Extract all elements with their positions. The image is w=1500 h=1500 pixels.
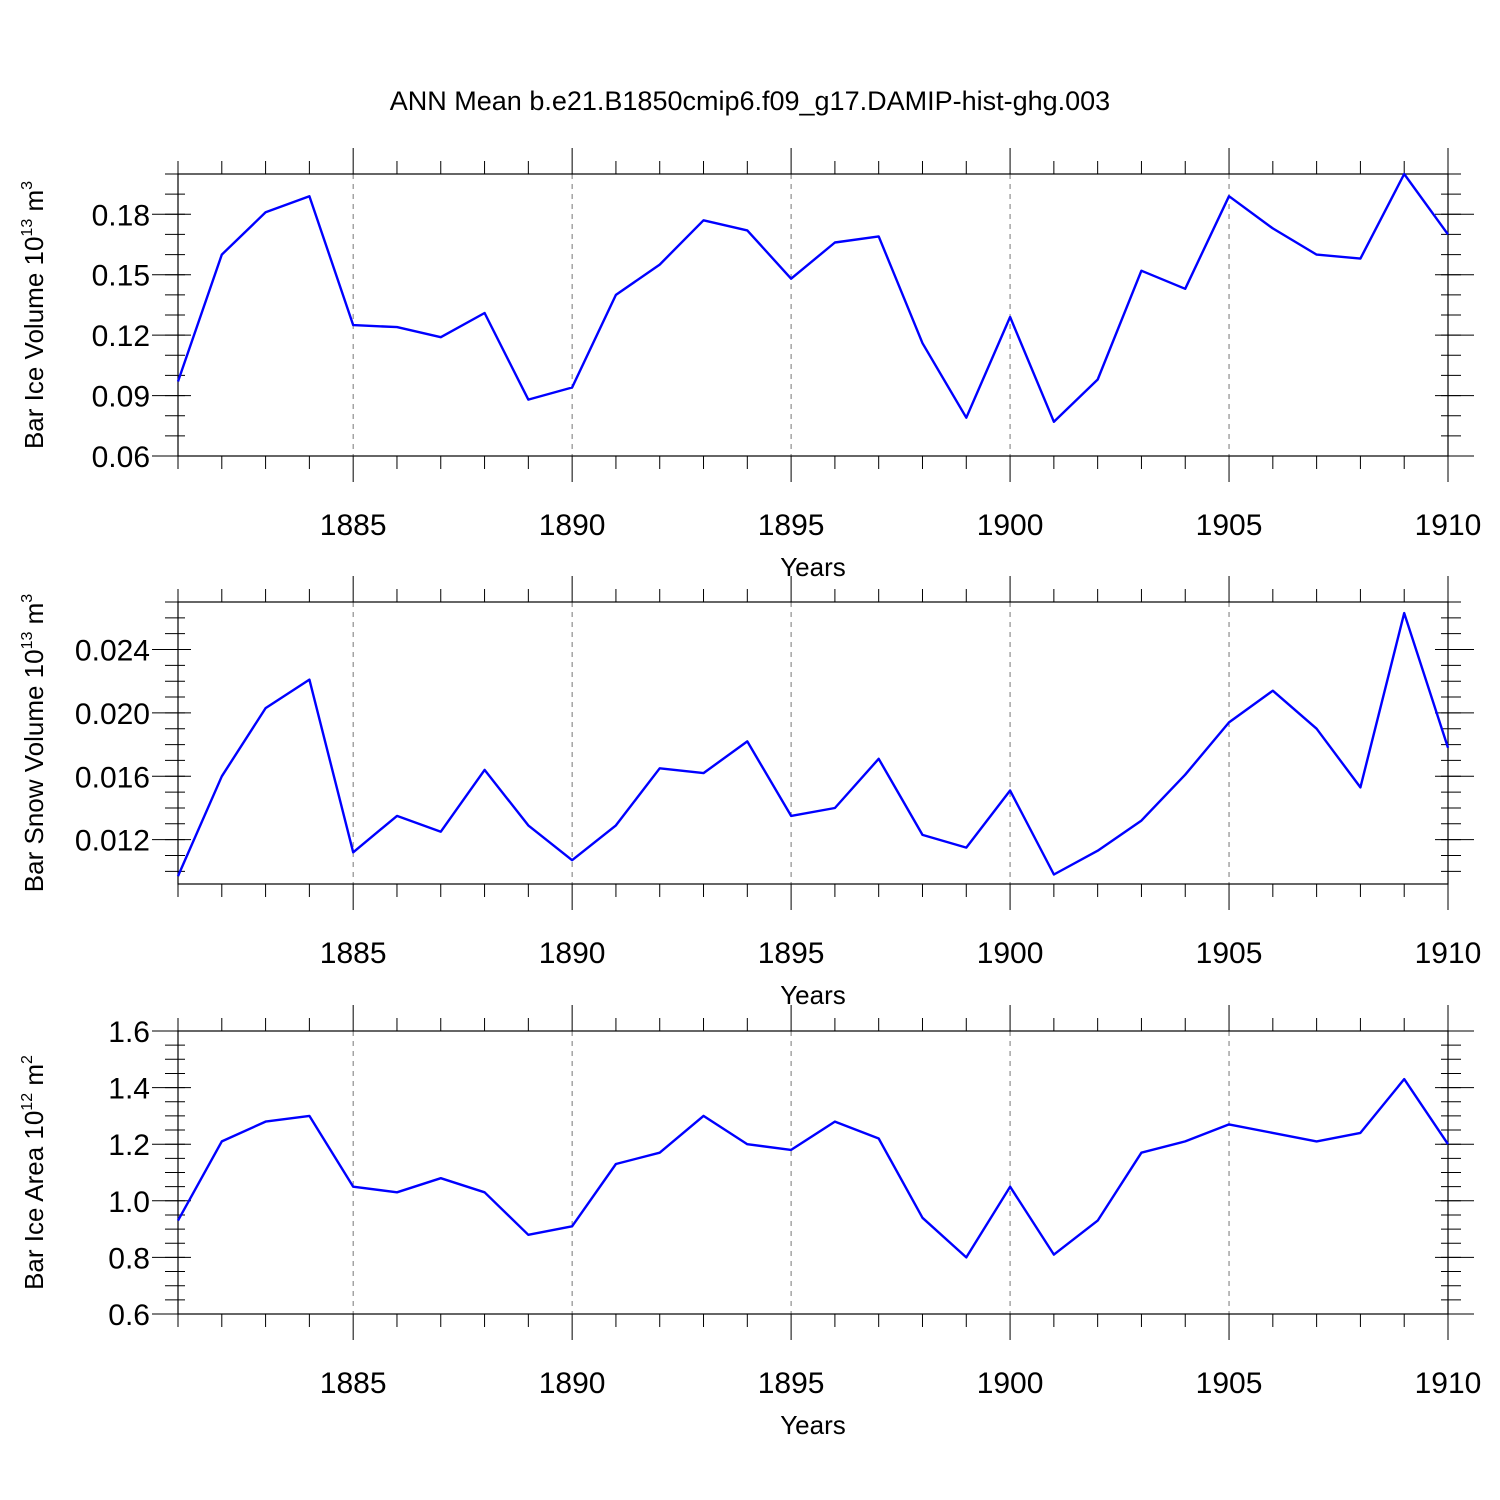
x-tick-label: 1900	[977, 509, 1044, 542]
x-tick-label: 1910	[1415, 937, 1482, 970]
y-axis-label-exponent: 13	[19, 631, 36, 649]
x-tick-label: 1905	[1196, 509, 1263, 542]
y-axis-label: Bar Snow Volume 1013 m3	[19, 594, 49, 893]
y-tick-label: 0.12	[92, 320, 150, 353]
y-tick-label: 0.18	[92, 199, 150, 232]
y-tick-label: 0.020	[75, 698, 150, 731]
x-tick-label: 1885	[320, 509, 387, 542]
y-tick-label: 1.2	[108, 1129, 150, 1162]
panel-1: 0.06 0.09 0.12 0.15 0.18 1885 1890 1895 1900 1905…	[19, 148, 1481, 582]
y-axis-label-text: Bar Ice Volume 10	[19, 237, 49, 449]
plot-frame	[177, 1030, 1449, 1315]
panels: 0.06 0.09 0.12 0.15 0.18 1885 1890 1895 1900 1905…	[19, 148, 1481, 1440]
y-axis-label-unit-exponent: 3	[19, 181, 36, 190]
x-tick-label: 1910	[1415, 1367, 1482, 1400]
y-axis-label-unit-exponent: 2	[19, 1055, 36, 1064]
y-axis-label: Bar Ice Volume 1013 m3	[19, 181, 49, 449]
series-line	[176, 172, 1449, 423]
y-tick-label: 0.6	[108, 1299, 150, 1332]
x-axis-label: Years	[780, 1410, 846, 1440]
y-tick-label: 0.8	[108, 1242, 150, 1275]
y-axis-label-exponent: 12	[19, 1093, 36, 1111]
series-line	[176, 611, 1450, 877]
y-tick-label: 0.012	[75, 825, 150, 858]
x-tick-label: 1905	[1196, 1367, 1263, 1400]
x-axis-label: Years	[780, 980, 846, 1010]
panel-3: 0.6 0.8 1.0 1.2 1.4 1.6 1885 1890 1895 1900 1905 19…	[19, 1005, 1481, 1440]
x-tick-label: 1895	[758, 1367, 825, 1400]
series-line	[176, 1077, 1449, 1259]
x-tick-label: 1910	[1415, 509, 1482, 542]
y-tick-label: 1.0	[108, 1186, 150, 1219]
y-axis-label-exponent: 13	[19, 219, 36, 237]
plot-frame	[177, 601, 1449, 885]
x-tick-label: 1900	[977, 1367, 1044, 1400]
y-axis-label-unit: m	[19, 190, 49, 219]
y-axis-label-text: Bar Ice Area 10	[19, 1111, 49, 1290]
x-axis-label: Years	[780, 552, 846, 582]
x-tick-label: 1890	[539, 509, 606, 542]
x-tick-label: 1885	[320, 1367, 387, 1400]
y-tick-label: 0.09	[92, 381, 150, 414]
y-axis-label-unit-exponent: 3	[19, 594, 36, 603]
x-tick-label: 1895	[758, 509, 825, 542]
x-tick-label: 1895	[758, 937, 825, 970]
y-axis-label-unit: m	[19, 603, 49, 632]
x-tick-label: 1890	[539, 1367, 606, 1400]
y-axis-label-text: Bar Snow Volume 10	[19, 649, 49, 892]
y-tick-label: 1.6	[108, 1016, 150, 1049]
y-tick-label: 1.4	[108, 1073, 150, 1106]
x-tick-label: 1890	[539, 937, 606, 970]
panel-2: 0.012 0.016 0.020 0.024 1885 1890 1895 1900 1905…	[19, 576, 1481, 1010]
y-tick-label: 0.06	[92, 441, 150, 474]
figure-title: ANN Mean b.e21.B1850cmip6.f09_g17.DAMIP-…	[390, 86, 1110, 116]
y-axis-label: Bar Ice Area 1012 m2	[19, 1055, 49, 1290]
y-axis-label-unit: m	[19, 1064, 49, 1093]
y-tick-label: 0.024	[75, 635, 150, 668]
x-tick-label: 1905	[1196, 937, 1263, 970]
y-tick-label: 0.15	[92, 260, 150, 293]
y-tick-label: 0.016	[75, 761, 150, 794]
x-tick-label: 1885	[320, 937, 387, 970]
x-tick-label: 1900	[977, 937, 1044, 970]
